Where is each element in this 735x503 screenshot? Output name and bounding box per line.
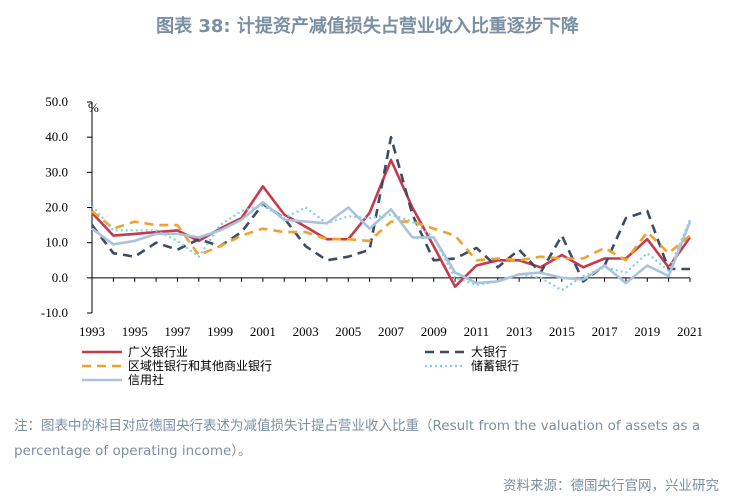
legend-label-5: 信用社 [128, 372, 164, 387]
x-tick-label: 2007 [378, 324, 405, 339]
x-tick-label: 1999 [207, 324, 233, 339]
x-tick-label: 2021 [677, 324, 703, 339]
x-tick-label: 2009 [421, 324, 447, 339]
legend-label-4: 储蓄银行 [471, 358, 519, 373]
y-tick-label: 30.0 [45, 164, 68, 179]
x-tick-label: 2017 [592, 324, 619, 339]
legend-label-2: 大银行 [471, 345, 507, 359]
y-tick-label: 10.0 [45, 235, 68, 250]
y-axis-unit: % [88, 100, 99, 115]
series-line-4 [91, 204, 692, 292]
x-tick-label: 2011 [464, 324, 490, 339]
x-tick-label: 1995 [122, 324, 148, 339]
x-tick-label: 2015 [549, 324, 575, 339]
x-tick-label: 2019 [634, 324, 660, 339]
x-tick-label: 2003 [293, 324, 319, 339]
series-line-2 [90, 135, 690, 283]
x-tick-label: 2001 [250, 324, 276, 339]
series-line-5 [91, 200, 692, 285]
x-tick-label: 1997 [164, 324, 191, 339]
y-tick-label: 40.0 [45, 129, 68, 144]
y-tick-label: 50.0 [45, 94, 68, 109]
y-tick-label: -10.0 [41, 305, 68, 320]
x-tick-label: 1993 [79, 324, 105, 339]
line-chart: 50.0 40.0 30.0 20.0 10.0 0.0 -10.0% 1993 1995 199… [41, 94, 703, 387]
y-tick-label: 0.0 [52, 270, 68, 285]
legend-label-1: 广义银行业 [128, 345, 188, 359]
legend-label-3: 区域性银行和其他商业银行 [128, 358, 272, 373]
chart-title: 图表 38: 计提资产减值损失占营业收入比重逐步下降 [156, 16, 579, 37]
x-tick-label: 2013 [506, 324, 532, 339]
source-text: 资料来源：德国央行官网，兴业研究 [503, 478, 719, 494]
footnote-note: 注：图表中的科目对应德国央行表述为减值损失计提占营业收入比重（Result fr… [14, 418, 701, 459]
x-tick-label: 2005 [335, 324, 361, 339]
series-line-3 [91, 209, 691, 262]
y-tick-label: 20.0 [45, 200, 68, 215]
